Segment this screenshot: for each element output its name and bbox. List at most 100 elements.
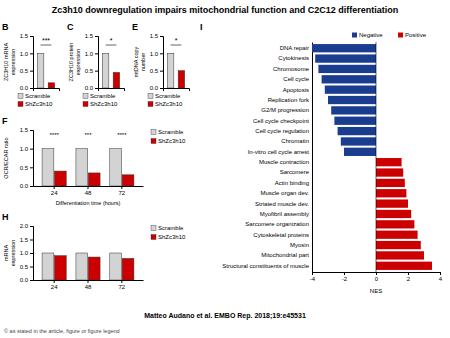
x-axis	[34, 89, 60, 92]
tick: Myofibril assembly	[260, 211, 312, 217]
tick-label: Cytoskeletal proteins	[253, 232, 309, 238]
legend-label: Scramble	[158, 225, 184, 231]
tick: Mitochondrial part	[261, 252, 312, 258]
axis-line	[160, 37, 164, 89]
tick: 4	[439, 272, 443, 282]
tick: 1.5	[20, 237, 33, 243]
tick-mark	[30, 71, 33, 72]
figure-title: Zc3h10 downregulation impairs mitochondr…	[52, 5, 399, 15]
tick-mark	[30, 267, 33, 268]
legend-label: ShZc3h10	[25, 101, 53, 107]
sig-label: ***	[42, 37, 50, 44]
axis-line	[164, 89, 190, 92]
tick-label: Sarcomere organization	[245, 221, 309, 227]
tick: Myosin	[290, 242, 312, 248]
tick-label: 1.0	[20, 51, 29, 57]
tick: 0.5	[20, 165, 33, 171]
tick: Muscle organ dev.	[260, 190, 312, 196]
y-axis-title: ZC3H10 mRNAexpression	[3, 43, 16, 82]
tick-label: Structural constituents of muscle	[222, 263, 309, 269]
panel: E0.00.51.01.5mtDNA copynumberScrambleShZ…	[132, 22, 190, 107]
tick-mark	[30, 88, 33, 89]
tick-label: 48	[85, 284, 92, 290]
bar	[376, 199, 408, 207]
tick-label: Actin binding	[275, 180, 309, 186]
tick: Muscle contraction	[259, 159, 312, 165]
tick: 24	[51, 280, 58, 290]
tick: Apoptosis	[283, 87, 312, 93]
legend-swatch	[151, 130, 156, 135]
axis-line	[30, 227, 34, 281]
tick-label: 24	[51, 284, 58, 290]
tick-mark	[30, 130, 33, 131]
tick-label: 0.0	[85, 85, 94, 91]
bar	[344, 148, 376, 156]
bar	[376, 220, 414, 228]
x-axis: 24 48 72	[34, 280, 144, 290]
panel-letter: H	[2, 212, 9, 222]
tick: 0.5	[20, 68, 33, 74]
tick: 1.0	[20, 250, 33, 256]
tick-label: G2/M progression	[261, 107, 309, 113]
legend-swatch	[398, 33, 403, 38]
tick: 2	[407, 272, 411, 282]
bar	[376, 231, 418, 239]
tick-mark	[30, 167, 33, 168]
tick-label: 1.0	[150, 51, 159, 57]
bar	[110, 253, 122, 280]
tick-label: 1.5	[85, 33, 94, 39]
x-axis	[99, 89, 125, 92]
legend-swatch	[151, 235, 156, 240]
bar	[102, 53, 109, 88]
bar	[376, 241, 421, 249]
axis-line	[313, 273, 441, 276]
bar	[54, 171, 66, 186]
tick-mark	[54, 186, 55, 189]
bars	[37, 53, 54, 88]
legend-label: Scramble	[155, 93, 181, 99]
tick: 72	[119, 186, 126, 196]
tick: Chromosome	[273, 66, 312, 72]
bar	[322, 75, 376, 83]
tick-label: Chromatin	[281, 138, 309, 144]
tick-mark	[160, 88, 163, 89]
sig-bracket	[41, 45, 52, 46]
tick: Structural constituents of muscle	[222, 263, 312, 269]
bar	[54, 256, 66, 280]
tick: Cell cycle regulation	[255, 128, 312, 134]
panel: B0.00.51.01.5ZC3H10 mRNAexpressionScramb…	[2, 22, 60, 107]
tick-label: Sarcomere	[280, 169, 310, 175]
y-axis: Structural constituents of muscle Mitocho…	[222, 43, 312, 273]
tick: DNA repair	[280, 45, 312, 51]
tick: 24	[51, 186, 58, 196]
tick-label: Chromosome	[273, 66, 310, 72]
tick-label: 72	[119, 284, 126, 290]
bar	[122, 258, 134, 280]
bar	[76, 149, 88, 186]
bar	[338, 127, 376, 135]
tick-mark	[30, 149, 33, 150]
tick-label: 0.0	[150, 85, 159, 91]
copyright: © as stated in the article, figure or fi…	[4, 328, 120, 334]
tick-mark	[95, 36, 98, 37]
bar	[331, 106, 376, 114]
y-axis-title: mtDNA copynumber	[133, 46, 146, 77]
bar	[376, 210, 411, 218]
legend-label: ShZc3h10	[158, 234, 186, 240]
legend-label: Scramble	[25, 93, 51, 99]
y-axis: 0.00.51.01.5	[150, 33, 164, 91]
tick-label: Cell cycle checkpoint	[253, 118, 309, 124]
sig-label: ***	[84, 132, 92, 138]
tick: 0.5	[20, 264, 33, 270]
tick-mark	[95, 88, 98, 89]
legend-label: Negative	[359, 32, 383, 38]
tick-label: 0.0	[20, 85, 29, 91]
panel-letter: F	[2, 116, 8, 126]
tick: 0	[375, 272, 379, 282]
tick-label: 1.5	[20, 33, 29, 39]
tick: 1.0	[150, 51, 163, 57]
tick: 0.0	[20, 85, 33, 91]
tick-mark	[30, 36, 33, 37]
tick-mark	[30, 226, 33, 227]
tick-label: 1.5	[20, 127, 29, 133]
